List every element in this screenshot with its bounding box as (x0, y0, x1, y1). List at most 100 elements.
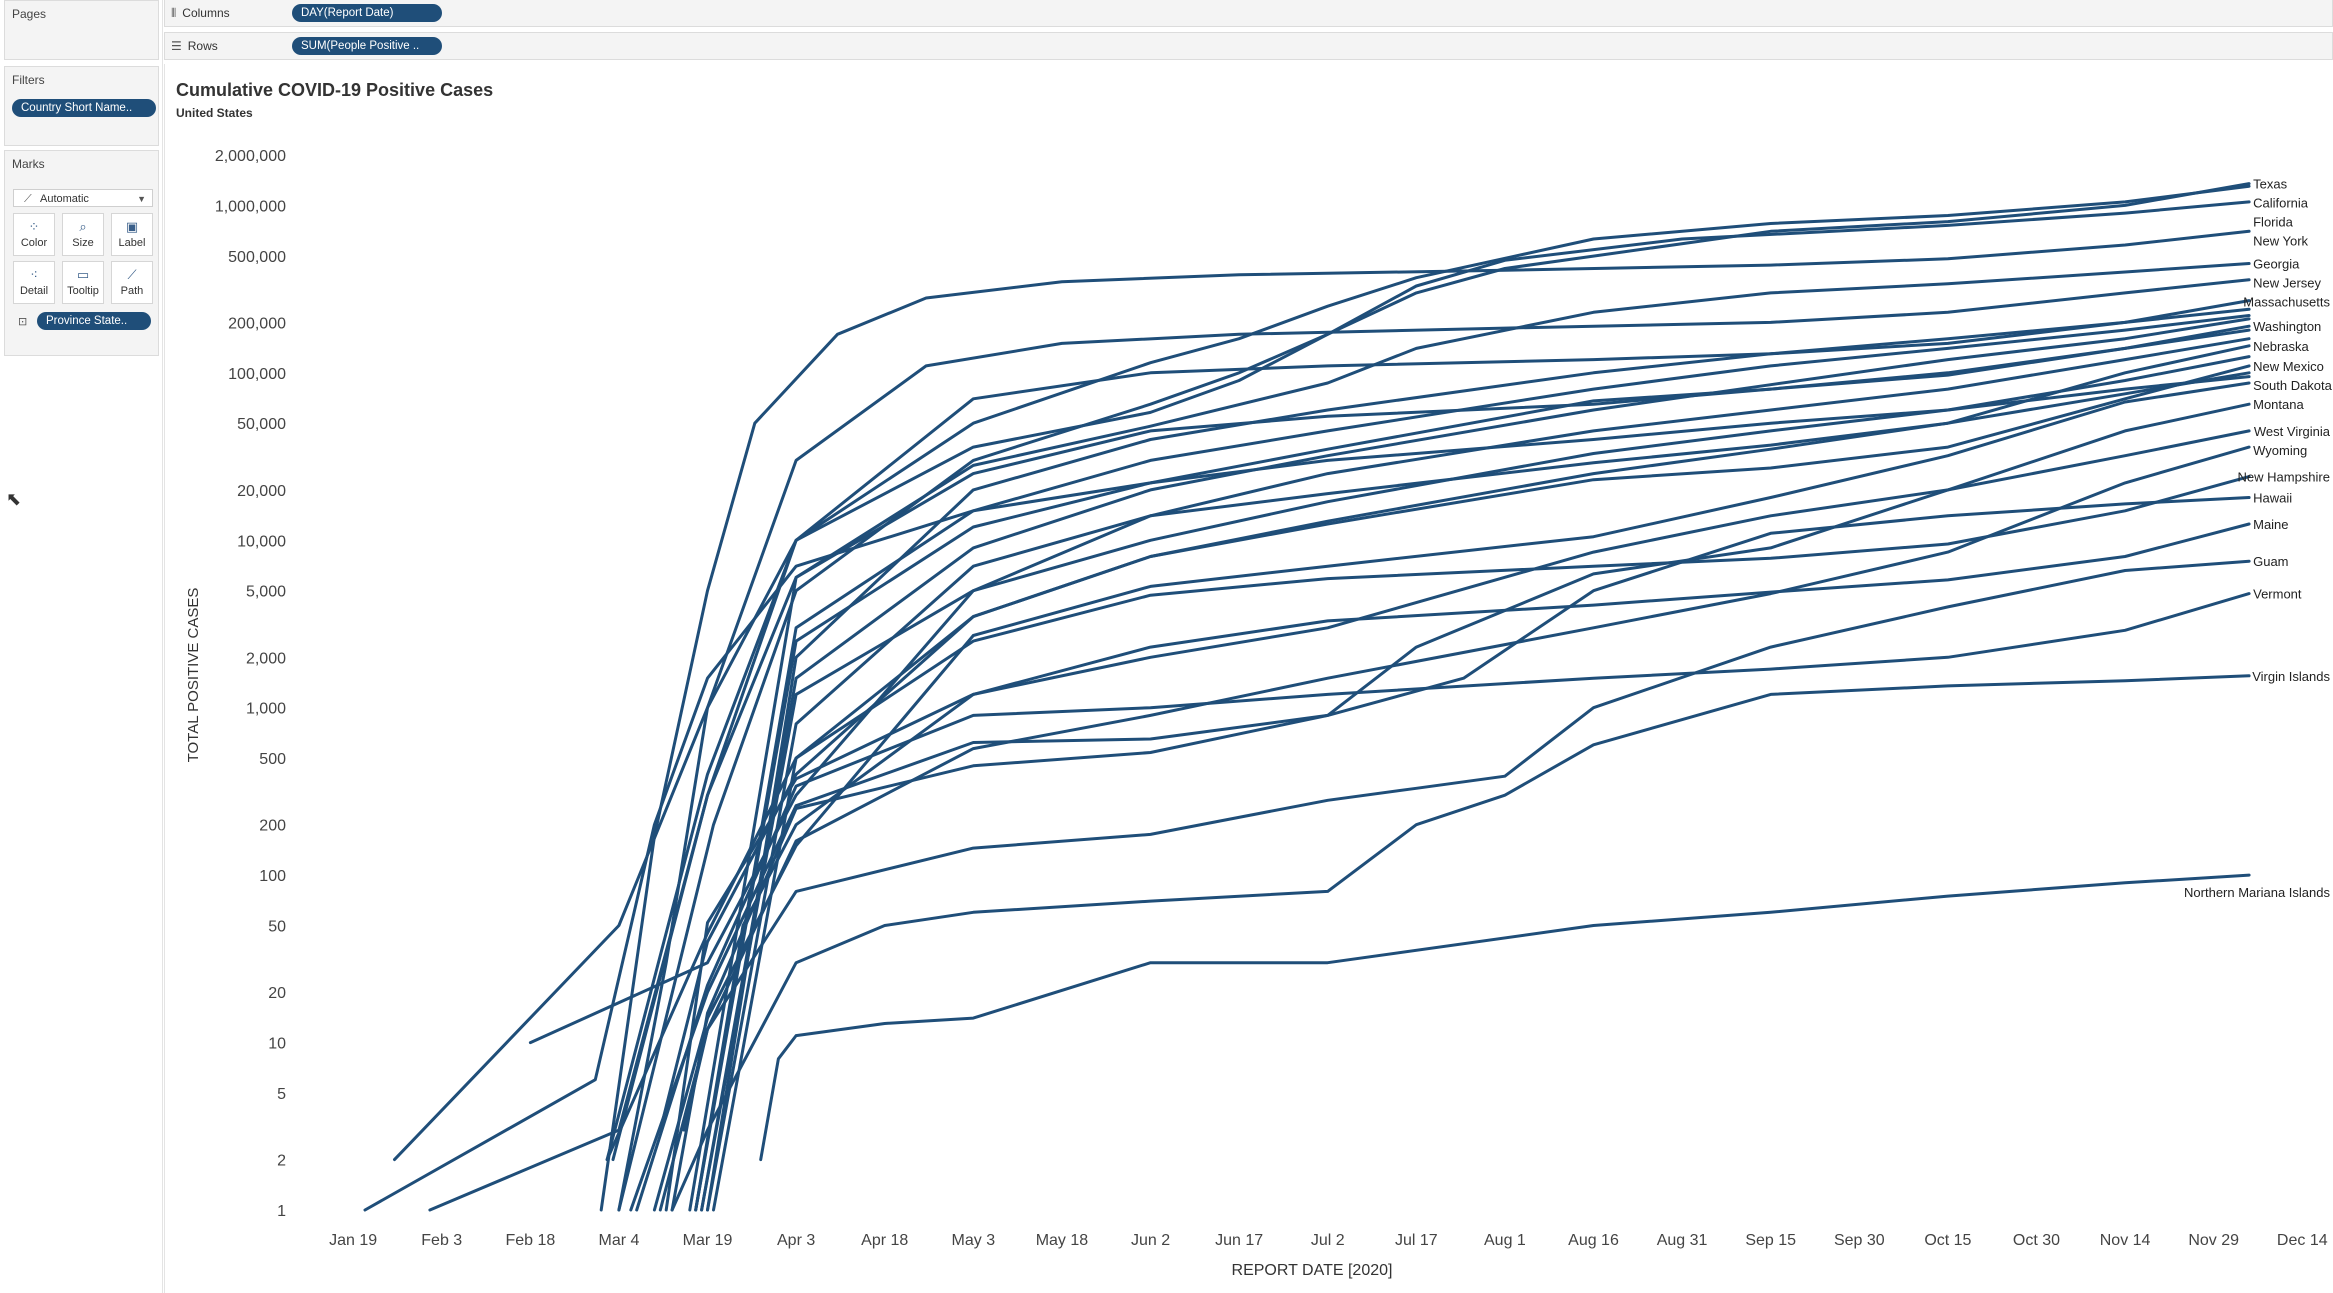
left-rail: Pages Filters Country Short Name.. Marks… (0, 0, 163, 1293)
x-tick-label: Apr 18 (861, 1232, 908, 1249)
series-line (605, 475, 2251, 1162)
columns-shelf[interactable]: ⦀ Columns DAY(Report Date) (164, 0, 2333, 27)
mark-type-value: Automatic (40, 193, 89, 205)
y-tick-label: 100,000 (228, 366, 286, 383)
path-button[interactable]: ⟋ Path (111, 261, 153, 304)
mark-type-dropdown[interactable]: ⟋ Automatic ▼ (13, 189, 153, 207)
rows-pill[interactable]: SUM(People Positive .. (292, 37, 442, 55)
x-tick-label: Oct 30 (2013, 1232, 2060, 1249)
x-axis-title: REPORT DATE [2020] (1232, 1262, 1393, 1279)
series-line (393, 184, 2251, 1162)
series-end-label: New Mexico (2253, 359, 2324, 374)
x-tick-label: Feb 3 (421, 1232, 462, 1249)
marks-card: Marks ⟋ Automatic ▼ ⁘ Color ⌕ Size ▣ Lab… (4, 150, 159, 356)
detail-field-icon: ⊡ (18, 316, 28, 328)
mouse-pointer-icon: ⬉ (6, 489, 22, 509)
y-tick-label: 1,000 (246, 701, 286, 718)
label-button[interactable]: ▣ Label (111, 213, 153, 256)
y-tick-label: 50,000 (237, 416, 286, 433)
series-line (700, 317, 2251, 1212)
series-end-label: Virgin Islands (2252, 669, 2330, 684)
x-tick-label: May 18 (1036, 1232, 1089, 1249)
tooltip-icon: ▭ (76, 267, 90, 282)
x-tick-label: Sep 30 (1834, 1232, 1885, 1249)
detail-label: Detail (19, 285, 49, 297)
line-mark-icon: ⟋ (24, 193, 32, 205)
x-tick-label: Apr 3 (777, 1232, 815, 1249)
series-end-label: Hawaii (2253, 491, 2292, 506)
x-tick-label: Dec 14 (2277, 1232, 2328, 1249)
rows-shelf[interactable]: ☰ Rows SUM(People Positive .. (164, 32, 2333, 60)
series-end-label: Nebraska (2253, 339, 2309, 354)
y-tick-label: 2,000,000 (215, 148, 286, 165)
series-line (611, 262, 2251, 1162)
color-button[interactable]: ⁘ Color (13, 213, 55, 256)
x-tick-label: Mar 19 (683, 1232, 733, 1249)
x-tick-label: Jun 2 (1131, 1232, 1170, 1249)
x-tick-label: Sep 15 (1745, 1232, 1796, 1249)
chart-title: Cumulative COVID-19 Positive Cases (176, 80, 494, 100)
series-line (694, 375, 2251, 1212)
series-line (670, 402, 2251, 1212)
size-label: Size (72, 237, 94, 249)
y-tick-label: 500 (259, 751, 286, 768)
series-end-label: Florida (2253, 215, 2294, 230)
series-line (688, 328, 2251, 1212)
y-axis-title: TOTAL POSITIVE CASES (185, 588, 202, 763)
size-button[interactable]: ⌕ Size (62, 213, 104, 256)
marks-title: Marks (12, 157, 45, 171)
series-line (428, 299, 2251, 1212)
filter-pill-country[interactable]: Country Short Name.. (12, 99, 156, 117)
series-end-label: South Dakota (2253, 378, 2333, 393)
y-tick-label: 100 (259, 868, 286, 885)
y-tick-label: 200 (259, 818, 286, 835)
y-tick-label: 50 (268, 919, 286, 936)
color-icon: ⁘ (28, 219, 40, 234)
pages-card[interactable]: Pages (4, 0, 159, 60)
x-tick-label: Nov 29 (2188, 1232, 2239, 1249)
x-tick-label: Nov 14 (2100, 1232, 2151, 1249)
series-end-label: Northern Mariana Islands (2184, 885, 2330, 900)
series-line (658, 445, 2251, 1212)
y-tick-label: 2,000 (246, 650, 286, 667)
x-tick-label: Jul 2 (1311, 1232, 1345, 1249)
x-tick-label: May 3 (952, 1232, 996, 1249)
x-tick-label: Jun 17 (1215, 1232, 1263, 1249)
series-line (617, 278, 2251, 1212)
series-end-label: New Hampshire (2238, 470, 2330, 485)
filters-card: Filters Country Short Name.. (4, 66, 159, 146)
series-end-label: Georgia (2253, 256, 2300, 271)
y-tick-label: 10,000 (237, 533, 286, 550)
chart-subtitle: United States (176, 106, 253, 120)
series-end-label: Massachusetts (2243, 294, 2330, 309)
y-tick-label: 20,000 (237, 483, 286, 500)
path-label: Path (120, 285, 144, 297)
y-tick-label: 5,000 (246, 584, 286, 601)
tooltip-button[interactable]: ▭ Tooltip (62, 261, 104, 304)
tooltip-label: Tooltip (67, 285, 99, 297)
series-line (682, 559, 2251, 1132)
y-tick-label: 1 (277, 1203, 286, 1220)
y-tick-label: 200,000 (228, 315, 286, 332)
columns-shelf-label: ⦀ Columns (171, 0, 230, 26)
y-tick-label: 2 (277, 1153, 286, 1170)
x-tick-label: Mar 4 (598, 1232, 639, 1249)
series-line (664, 522, 2251, 1212)
x-tick-label: Jan 19 (329, 1232, 377, 1249)
series-end-label: Washington (2253, 319, 2321, 334)
y-tick-label: 1,000,000 (215, 198, 286, 215)
detail-button[interactable]: ⁖ Detail (13, 261, 55, 304)
columns-pill[interactable]: DAY(Report Date) (292, 4, 442, 22)
series-line (670, 674, 2251, 1212)
y-tick-label: 5 (277, 1086, 286, 1103)
series-line (706, 307, 2251, 1212)
chevron-down-icon: ▼ (137, 194, 146, 204)
detail-pill-province[interactable]: Province State.. (37, 312, 151, 330)
rows-icon: ☰ (171, 39, 182, 53)
columns-label: Columns (182, 6, 230, 20)
filters-title: Filters (12, 73, 45, 87)
series-line (629, 496, 2251, 1212)
series-line (652, 381, 2251, 1212)
series-end-label: Vermont (2253, 587, 2302, 602)
